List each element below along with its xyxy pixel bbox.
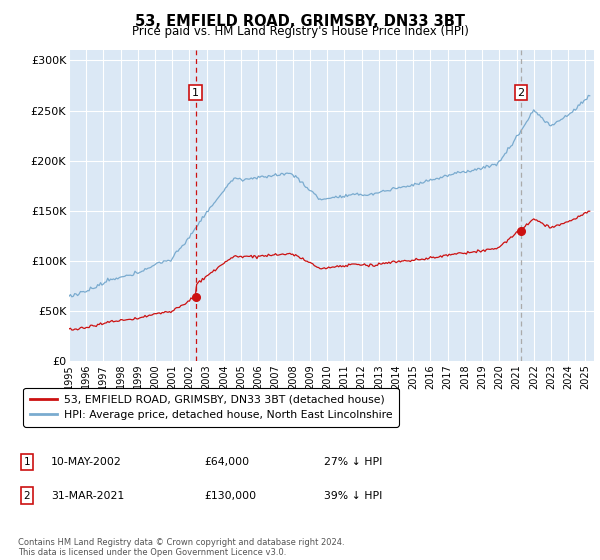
Text: 39% ↓ HPI: 39% ↓ HPI <box>324 491 382 501</box>
Text: 2: 2 <box>517 87 524 97</box>
Text: 1: 1 <box>23 457 31 467</box>
Text: 2: 2 <box>23 491 31 501</box>
Text: 10-MAY-2002: 10-MAY-2002 <box>51 457 122 467</box>
Text: Price paid vs. HM Land Registry's House Price Index (HPI): Price paid vs. HM Land Registry's House … <box>131 25 469 38</box>
Text: 31-MAR-2021: 31-MAR-2021 <box>51 491 124 501</box>
Text: £64,000: £64,000 <box>204 457 249 467</box>
Text: 27% ↓ HPI: 27% ↓ HPI <box>324 457 382 467</box>
Text: £130,000: £130,000 <box>204 491 256 501</box>
Text: 53, EMFIELD ROAD, GRIMSBY, DN33 3BT: 53, EMFIELD ROAD, GRIMSBY, DN33 3BT <box>135 14 465 29</box>
Text: 1: 1 <box>192 87 199 97</box>
Text: Contains HM Land Registry data © Crown copyright and database right 2024.
This d: Contains HM Land Registry data © Crown c… <box>18 538 344 557</box>
Legend: 53, EMFIELD ROAD, GRIMSBY, DN33 3BT (detached house), HPI: Average price, detach: 53, EMFIELD ROAD, GRIMSBY, DN33 3BT (det… <box>23 388 398 427</box>
